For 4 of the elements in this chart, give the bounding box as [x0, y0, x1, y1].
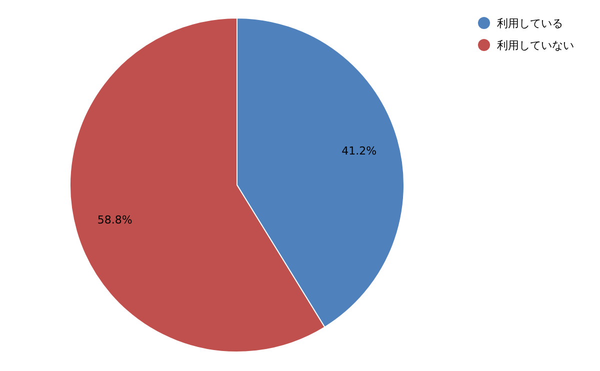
legend-label: 利用していない	[497, 39, 574, 52]
legend-label: 利用している	[497, 17, 563, 30]
data-label: 58.8%	[97, 214, 132, 227]
data-label: 41.2%	[342, 144, 377, 158]
